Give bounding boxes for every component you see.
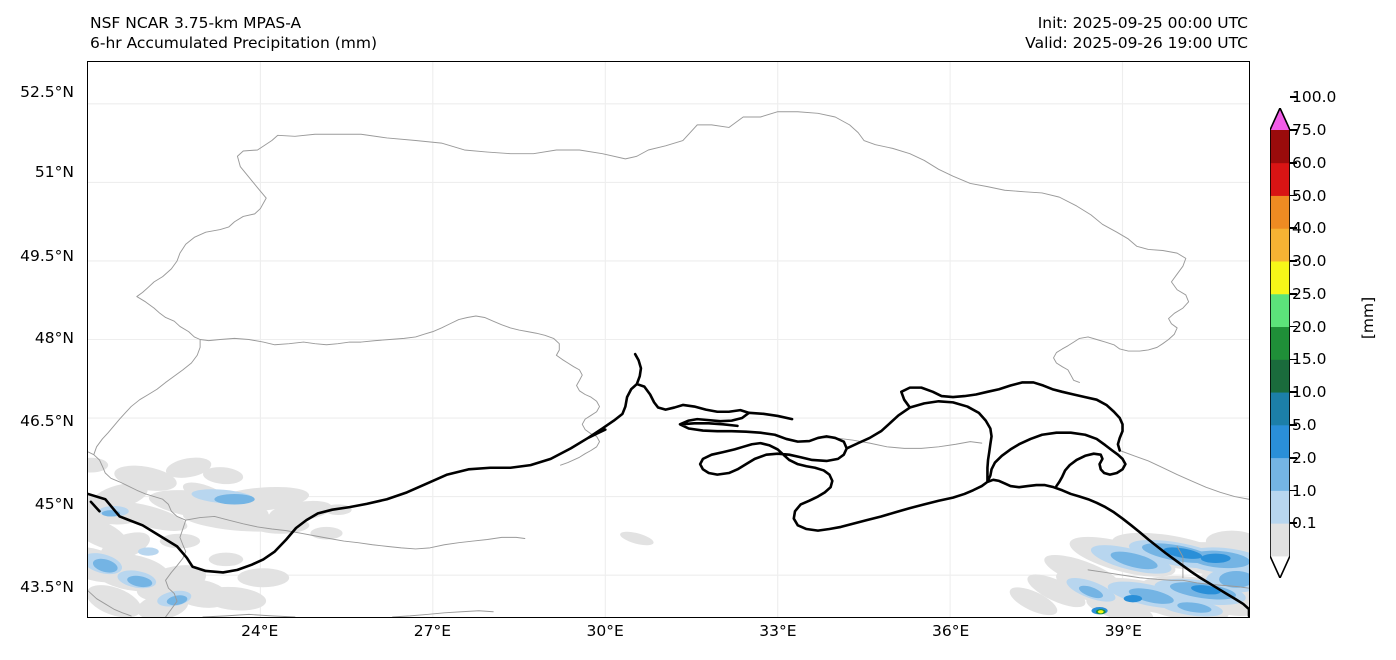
graticule — [88, 62, 1249, 617]
lon-tick-label: 36°E — [931, 622, 970, 640]
colorbar-tick-mark — [1290, 292, 1297, 295]
colorbar[interactable] — [1270, 108, 1290, 578]
colorbar-bands — [1270, 108, 1290, 578]
lat-tick-label: 51°N — [34, 163, 74, 181]
valid-time: Valid: 2025-09-26 19:00 UTC — [1025, 34, 1248, 52]
colorbar-tick-mark — [1290, 227, 1297, 230]
colorbar-tick-label: 1.0 — [1292, 481, 1317, 500]
coastline — [88, 352, 1249, 617]
lon-tick-label: 30°E — [586, 622, 624, 640]
colorbar-tick-label: 100.0 — [1292, 88, 1337, 107]
lon-tick-label: 39°E — [1104, 622, 1142, 640]
colorbar-tick-mark — [1290, 161, 1297, 164]
lon-tick-label: 33°E — [759, 622, 797, 640]
colorbar-tick-label: 15.0 — [1292, 350, 1327, 369]
model-name: NSF NCAR 3.75-km MPAS-A — [90, 14, 302, 32]
lon-tick-label: 27°E — [413, 622, 452, 640]
colorbar-tick-label: 10.0 — [1292, 383, 1327, 402]
colorbar-tick-mark — [1290, 129, 1297, 131]
colorbar-tick-mark — [1290, 391, 1297, 394]
colorbar-tick-label: 30.0 — [1292, 252, 1327, 271]
colorbar-tick-label: 20.0 — [1292, 317, 1327, 336]
colorbar-tick-label: 25.0 — [1292, 284, 1327, 303]
colorbar-tick-mark — [1290, 96, 1297, 99]
colorbar-tick-label: 5.0 — [1292, 415, 1317, 434]
init-time: Init: 2025-09-25 00:00 UTC — [1037, 14, 1248, 32]
colorbar-tick-mark — [1290, 489, 1297, 492]
latitude-axis: 52.5°N 51°N 49.5°N 48°N 46.5°N 45°N 43.5°N — [0, 0, 84, 660]
colorbar-tick-mark — [1290, 194, 1297, 197]
colorbar-tick-mark — [1290, 424, 1297, 426]
colorbar-tick-mark — [1290, 325, 1297, 328]
country-borders — [88, 111, 1249, 617]
lat-tick-label: 46.5°N — [20, 412, 74, 430]
map-plot-area[interactable] — [87, 61, 1250, 618]
lat-tick-label: 43.5°N — [20, 578, 74, 596]
colorbar-tick-label: 75.0 — [1292, 121, 1327, 139]
colorbar-tick-label: 2.0 — [1292, 448, 1317, 467]
lat-tick-label: 52.5°N — [20, 83, 74, 101]
lat-tick-label: 49.5°N — [20, 247, 74, 265]
map-canvas — [88, 62, 1249, 617]
colorbar-tick-mark — [1290, 522, 1297, 525]
lat-tick-label: 45°N — [34, 495, 74, 513]
colorbar-tick-label: 50.0 — [1292, 186, 1327, 205]
colorbar-unit-label: [mm] — [1359, 296, 1377, 340]
field-name: 6-hr Accumulated Precipitation (mm) — [90, 34, 377, 52]
lon-tick-label: 24°E — [241, 622, 279, 640]
lat-tick-label: 48°N — [34, 329, 74, 347]
valid-time-block: Init: 2025-09-25 00:00 UTC Valid: 2025-0… — [1025, 13, 1248, 53]
model-title-block: NSF NCAR 3.75-km MPAS-A 6-hr Accumulated… — [90, 13, 377, 53]
colorbar-tick-label: 60.0 — [1292, 153, 1327, 172]
colorbar-tick-label: 40.0 — [1292, 219, 1327, 238]
colorbar-tick-mark — [1290, 358, 1297, 361]
colorbar-tick-mark — [1290, 456, 1297, 459]
colorbar-tick-label: 0.1 — [1292, 514, 1317, 533]
colorbar-tick-mark — [1290, 260, 1297, 262]
